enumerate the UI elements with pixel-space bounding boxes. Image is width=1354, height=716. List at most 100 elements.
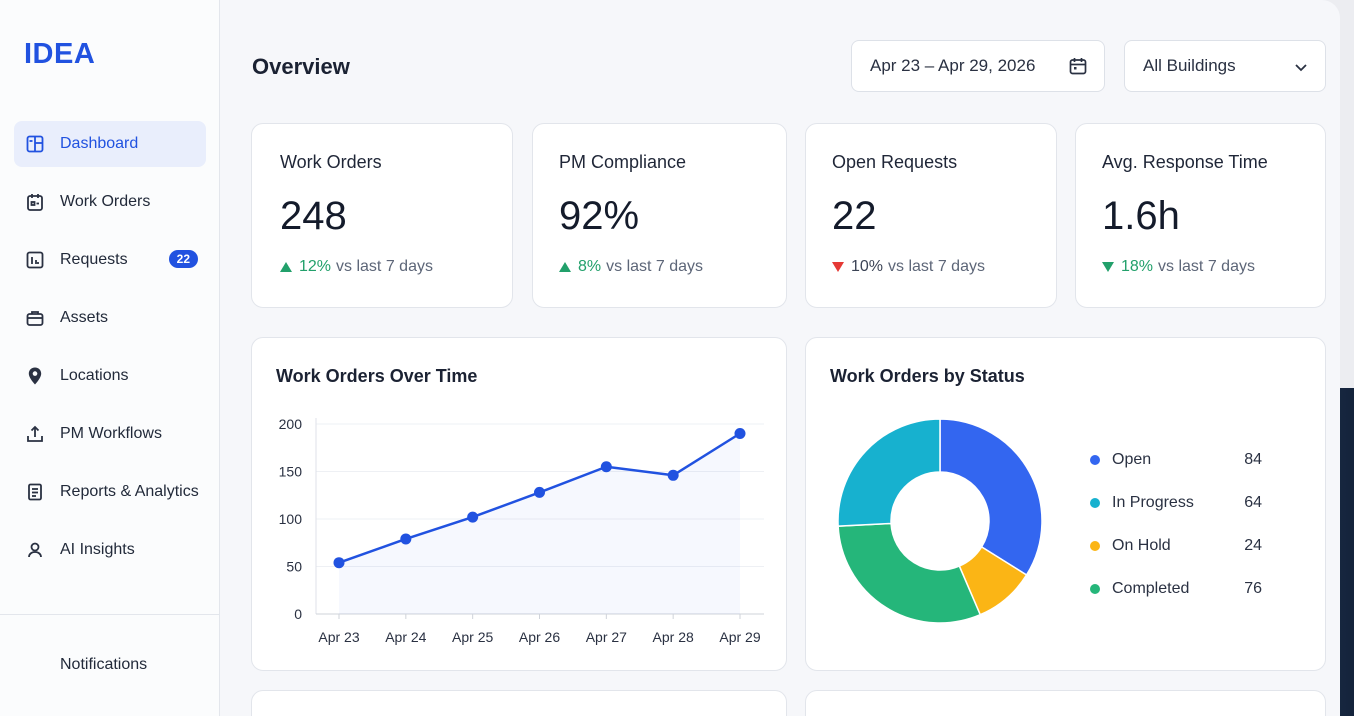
data-point bbox=[534, 486, 545, 498]
chart-legend: Open 84 In Progress 64 On Hold 24 Comple… bbox=[1090, 438, 1270, 610]
chart-title: Work Orders by Status bbox=[830, 366, 1025, 386]
data-point bbox=[333, 557, 345, 569]
kpi-change: 12% vs last 7 days bbox=[280, 258, 433, 276]
y-tick-label: 200 bbox=[279, 416, 303, 432]
kpi-change: 8% vs last 7 days bbox=[559, 258, 703, 276]
trend-up-icon bbox=[280, 262, 292, 272]
legend-label: On Hold bbox=[1112, 536, 1171, 554]
legend-dot bbox=[1090, 583, 1100, 594]
clipboard-icon bbox=[24, 191, 46, 213]
trend-down-good-icon bbox=[1102, 262, 1114, 272]
work-orders-by-status-card: Work Orders by Status Open 84 In Progres… bbox=[805, 337, 1326, 671]
kpi-card-work-orders[interactable]: Work Orders 248 12% vs last 7 days bbox=[251, 123, 513, 308]
sidebar-item-reports-analytics[interactable]: Reports & Analytics bbox=[14, 469, 206, 515]
sidebar-item-label: Requests bbox=[60, 251, 128, 268]
kpi-label: Avg. Response Time bbox=[1102, 152, 1268, 172]
app-logo[interactable]: IDEA bbox=[24, 38, 96, 70]
x-tick-label: Apr 24 bbox=[385, 629, 426, 645]
chart-title: Work Orders Over Time bbox=[276, 366, 478, 386]
bottom-card-left bbox=[251, 690, 787, 716]
sidebar-item-label: Work Orders bbox=[60, 193, 151, 210]
kpi-card-pm-compliance[interactable]: PM Compliance 92% 8% vs last 7 days bbox=[532, 123, 787, 308]
x-tick-label: Apr 23 bbox=[318, 629, 359, 645]
legend-item-on-hold[interactable]: On Hold 24 bbox=[1090, 524, 1270, 567]
chevron-down-icon bbox=[1295, 64, 1307, 72]
legend-item-completed[interactable]: Completed 76 bbox=[1090, 567, 1270, 610]
kpi-value: 92% bbox=[559, 194, 640, 238]
kpi-change-suffix: vs last 7 days bbox=[1158, 258, 1255, 275]
data-point bbox=[734, 428, 746, 439]
trend-down-icon bbox=[832, 262, 844, 272]
kpi-value: 248 bbox=[280, 194, 347, 238]
sidebar-item-locations[interactable]: Locations bbox=[14, 353, 206, 399]
kpi-change-percent: 12% bbox=[299, 258, 332, 275]
legend-dot bbox=[1090, 497, 1100, 508]
sidebar-item-label: AI Insights bbox=[60, 541, 135, 558]
report-icon bbox=[24, 481, 46, 503]
y-tick-label: 0 bbox=[294, 606, 302, 622]
series-area bbox=[339, 433, 740, 614]
slice-open bbox=[939, 418, 1043, 576]
sidebar-item-dashboard[interactable]: Dashboard bbox=[14, 121, 206, 167]
kpi-change-suffix: vs last 7 days bbox=[888, 258, 985, 275]
kpi-card-avg-response-time[interactable]: Avg. Response Time 1.6h 18% vs last 7 da… bbox=[1075, 123, 1326, 308]
page-title: Overview bbox=[252, 54, 350, 79]
sidebar-nav: Dashboard Work Orders Requests 22 Asset bbox=[14, 121, 206, 585]
legend-value: 24 bbox=[1244, 536, 1262, 554]
kpi-label: Work Orders bbox=[280, 152, 382, 172]
kpi-card-open-requests[interactable]: Open Requests 22 10% vs last 7 days bbox=[805, 123, 1057, 308]
slice-in-progress bbox=[837, 418, 941, 527]
briefcase-icon bbox=[24, 307, 46, 329]
kpi-label: Open Requests bbox=[832, 152, 958, 172]
sidebar-item-notifications[interactable]: Notifications bbox=[60, 656, 148, 673]
slice-completed bbox=[837, 522, 982, 624]
sidebar-item-pm-workflows[interactable]: PM Workflows bbox=[14, 411, 206, 457]
sidebar-item-label: Locations bbox=[60, 367, 129, 384]
kpi-change-percent: 18% bbox=[1121, 258, 1154, 275]
kpi-change: 10% vs last 7 days bbox=[832, 258, 985, 276]
kpi-change: 18% vs last 7 days bbox=[1102, 258, 1255, 276]
data-point bbox=[667, 469, 679, 481]
kpi-change-percent: 8% bbox=[578, 258, 602, 275]
upload-icon bbox=[24, 423, 46, 445]
data-point bbox=[467, 511, 479, 523]
donut-chart bbox=[837, 418, 1043, 624]
data-point bbox=[400, 533, 412, 545]
y-tick-label: 100 bbox=[279, 511, 303, 527]
requests-count-badge: 22 bbox=[168, 250, 198, 268]
legend-item-in-progress[interactable]: In Progress 64 bbox=[1090, 481, 1270, 524]
x-tick-label: Apr 26 bbox=[519, 629, 560, 645]
sidebar-item-assets[interactable]: Assets bbox=[14, 295, 206, 341]
work-orders-over-time-card: Work Orders Over Time 0 50 100 150 200 Apr 23… bbox=[251, 337, 787, 671]
line-chart: 0 50 100 150 200 Apr 23 Apr 24 Apr 25 Apr 26 Apr … bbox=[279, 416, 764, 645]
date-range-picker[interactable]: Apr 23 – Apr 29, 2026 bbox=[851, 40, 1105, 92]
sidebar-item-work-orders[interactable]: Work Orders bbox=[14, 179, 206, 225]
sidebar-item-ai-insights[interactable]: AI Insights bbox=[14, 527, 206, 573]
kpi-change-suffix: vs last 7 days bbox=[336, 258, 433, 275]
x-tick-label: Apr 27 bbox=[586, 629, 627, 645]
trend-up-icon bbox=[559, 262, 571, 272]
x-tick-label: Apr 29 bbox=[719, 629, 760, 645]
sidebar-item-label: Reports & Analytics bbox=[60, 483, 199, 500]
date-range-value: Apr 23 – Apr 29, 2026 bbox=[870, 56, 1036, 75]
y-tick-label: 150 bbox=[279, 464, 303, 480]
sidebar-item-label: Dashboard bbox=[60, 135, 139, 152]
sidebar-divider bbox=[0, 614, 220, 615]
legend-value: 64 bbox=[1244, 493, 1262, 511]
kpi-change-suffix: vs last 7 days bbox=[606, 258, 704, 275]
x-tick-label: Apr 25 bbox=[452, 629, 493, 645]
legend-value: 84 bbox=[1244, 450, 1262, 468]
legend-dot bbox=[1090, 454, 1100, 465]
kpi-value: 22 bbox=[832, 194, 877, 238]
x-tick-label: Apr 28 bbox=[653, 629, 694, 645]
legend-label: In Progress bbox=[1112, 493, 1194, 511]
sidebar: IDEA Dashboard Work Orders Requests 22 bbox=[0, 0, 220, 716]
building-filter-value: All Buildings bbox=[1143, 56, 1236, 75]
sidebar-item-requests[interactable]: Requests 22 bbox=[14, 237, 206, 283]
location-pin-icon bbox=[24, 365, 46, 387]
legend-item-open[interactable]: Open 84 bbox=[1090, 438, 1270, 481]
building-filter-select[interactable]: All Buildings bbox=[1124, 40, 1326, 92]
data-point bbox=[600, 461, 612, 473]
kpi-label: PM Compliance bbox=[559, 152, 687, 172]
legend-label: Completed bbox=[1112, 579, 1190, 597]
